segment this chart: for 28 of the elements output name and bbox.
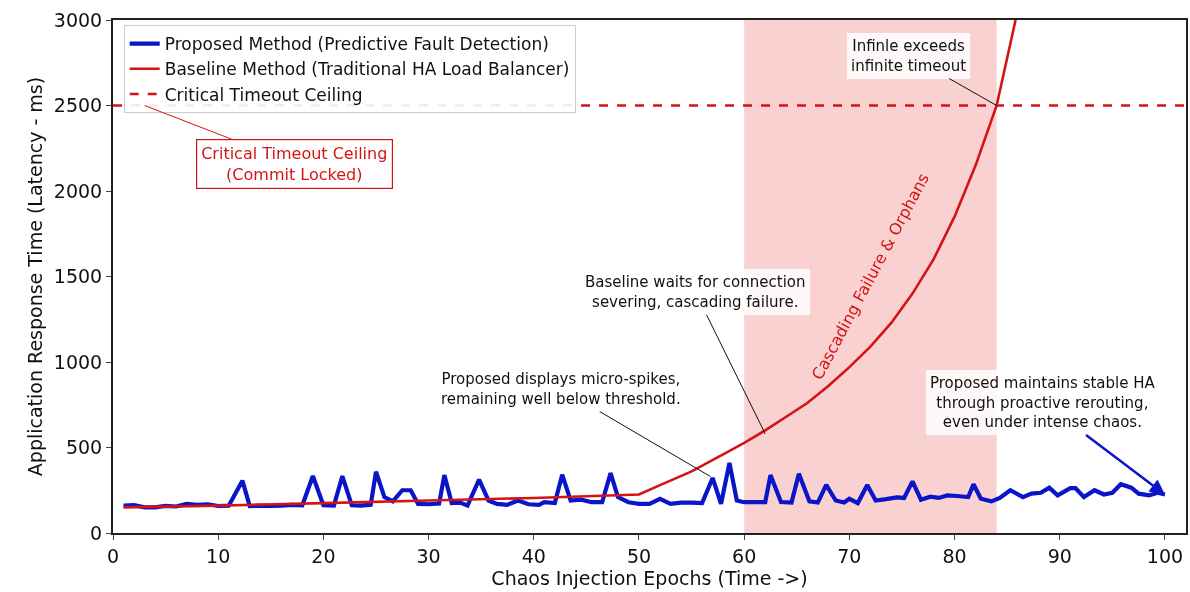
x-tick-label: 0 <box>106 544 120 567</box>
x-tick-label: 40 <box>521 544 546 567</box>
x-tick-label: 30 <box>416 544 441 567</box>
y-axis-title: Application Response Time (Latency - ms) <box>24 76 47 477</box>
y-tick-label: 0 <box>90 521 103 544</box>
x-tick-label: 50 <box>626 544 652 567</box>
ref-line-label: Critical Timeout Ceiling <box>164 84 363 105</box>
x-tick-label: 10 <box>206 544 231 567</box>
y-tick-label: 2500 <box>53 94 103 117</box>
x-tick-label: 60 <box>732 544 757 567</box>
legend-label: Proposed Method (Predictive Fault Detection) <box>164 34 549 55</box>
annotation: Proposed displays micro-spikes, remaining well below threshold. <box>441 370 681 408</box>
y-tick-label: 1000 <box>53 350 103 373</box>
x-tick-label: 80 <box>942 544 967 567</box>
x-axis-title: Chaos Injection Epochs (Time ->) <box>491 566 808 589</box>
y-tick-label: 3000 <box>53 8 103 31</box>
y-tick-label: 500 <box>65 436 103 459</box>
annotation: Critical Timeout Ceiling (Commit Locked) <box>201 144 388 184</box>
annotation: Proposed maintains stable HA through proactive rerouting, even under intense chaos. <box>930 374 1156 431</box>
y-tick-label: 2000 <box>53 179 103 202</box>
x-tick-label: 100 <box>1146 544 1184 567</box>
x-tick-label: 70 <box>837 544 862 567</box>
x-tick-label: 20 <box>311 544 336 567</box>
x-tick-label: 90 <box>1047 544 1072 567</box>
y-tick-label: 1500 <box>53 265 103 288</box>
legend-label: Baseline Method (Traditional HA Load Balancer) <box>164 59 570 80</box>
annotation: Baseline waits for connection severing, cascading failure. <box>585 273 806 311</box>
annotation: Infinle exceeds infinite timeout <box>851 37 967 75</box>
